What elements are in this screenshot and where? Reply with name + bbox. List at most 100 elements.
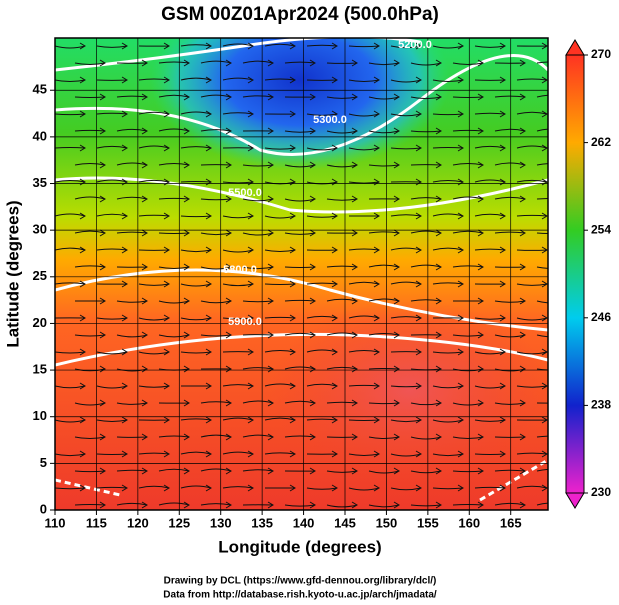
streamline [390,416,422,424]
streamline [138,178,170,186]
streamline [410,195,442,203]
streamline [180,314,212,322]
y-tick-label: 45 [33,82,47,97]
streamline [474,348,506,356]
streamline [368,433,400,441]
streamline [410,467,442,475]
streamline [200,93,232,101]
streamline [452,229,484,237]
streamline [326,331,358,339]
streamline [74,93,106,101]
streamline [326,263,358,271]
streamline [474,76,506,84]
streamline [242,93,274,101]
streamline [242,501,274,509]
streamline [74,399,106,407]
y-tick-label: 5 [40,455,47,470]
streamline [74,501,106,509]
streamline [368,365,400,373]
streamline [138,348,170,356]
streamline [452,161,484,169]
streamline [494,93,526,101]
streamline [158,93,190,101]
streamline [432,450,464,458]
streamline [222,280,254,288]
streamline [222,76,254,84]
streamline [306,280,338,288]
y-tick-label: 20 [33,315,47,330]
streamline [452,433,484,441]
colorbar-tick-label: 238 [591,398,611,412]
streamline [432,76,464,84]
streamline [284,195,316,203]
streamline [222,42,254,50]
streamline [348,110,380,118]
streamline [368,501,400,509]
streamline [474,178,506,186]
streamline [264,382,296,390]
streamline [452,399,484,407]
streamline [180,42,212,50]
streamline [516,416,548,424]
streamline [180,110,212,118]
streamline [116,59,148,67]
streamline [452,467,484,475]
streamline [200,161,232,169]
streamline [116,365,148,373]
streamline [264,76,296,84]
streamline [284,127,316,135]
colorbar-tick-label: 254 [591,222,611,236]
streamline [158,399,190,407]
streamline [180,76,212,84]
streamline [494,127,526,135]
streamline [348,178,380,186]
streamline [432,416,464,424]
streamline [494,399,526,407]
streamline [116,93,148,101]
x-tick-label: 120 [127,515,149,530]
streamline [55,178,86,186]
streamline [96,348,128,356]
colorbar-tick-label: 246 [591,310,611,324]
streamline [326,93,358,101]
streamline [74,365,106,373]
streamline [116,467,148,475]
x-tick-label: 140 [293,515,315,530]
streamline [74,229,106,237]
streamline [116,399,148,407]
streamline [494,365,526,373]
streamline [494,297,526,305]
streamline [96,178,128,186]
credit: Data from http://database.rish.kyoto-u.a… [163,590,437,601]
colorbar-cap [565,39,585,56]
streamline [452,93,484,101]
colorbar-cap [565,492,585,509]
streamline [452,263,484,271]
streamline [222,314,254,322]
credit: Drawing by DCL (https://www.gfd-dennou.o… [164,576,437,587]
streamline [55,348,86,356]
streamline [74,59,106,67]
streamline [306,382,338,390]
streamline [410,93,442,101]
streamline [432,382,464,390]
streamline [96,450,128,458]
streamline [536,232,548,234]
streamline [74,297,106,305]
streamline [536,435,548,438]
streamline [306,484,338,492]
streamline [264,484,296,492]
streamline [96,382,128,390]
streamline [264,42,296,50]
streamline [200,229,232,237]
streamline [306,246,338,254]
streamline [55,416,86,424]
streamline [264,280,296,288]
streamline [158,161,190,169]
streamline [96,110,128,118]
streamline [326,127,358,135]
streamline [326,433,358,441]
streamline [390,76,422,84]
streamline [284,399,316,407]
streamline [116,501,148,509]
